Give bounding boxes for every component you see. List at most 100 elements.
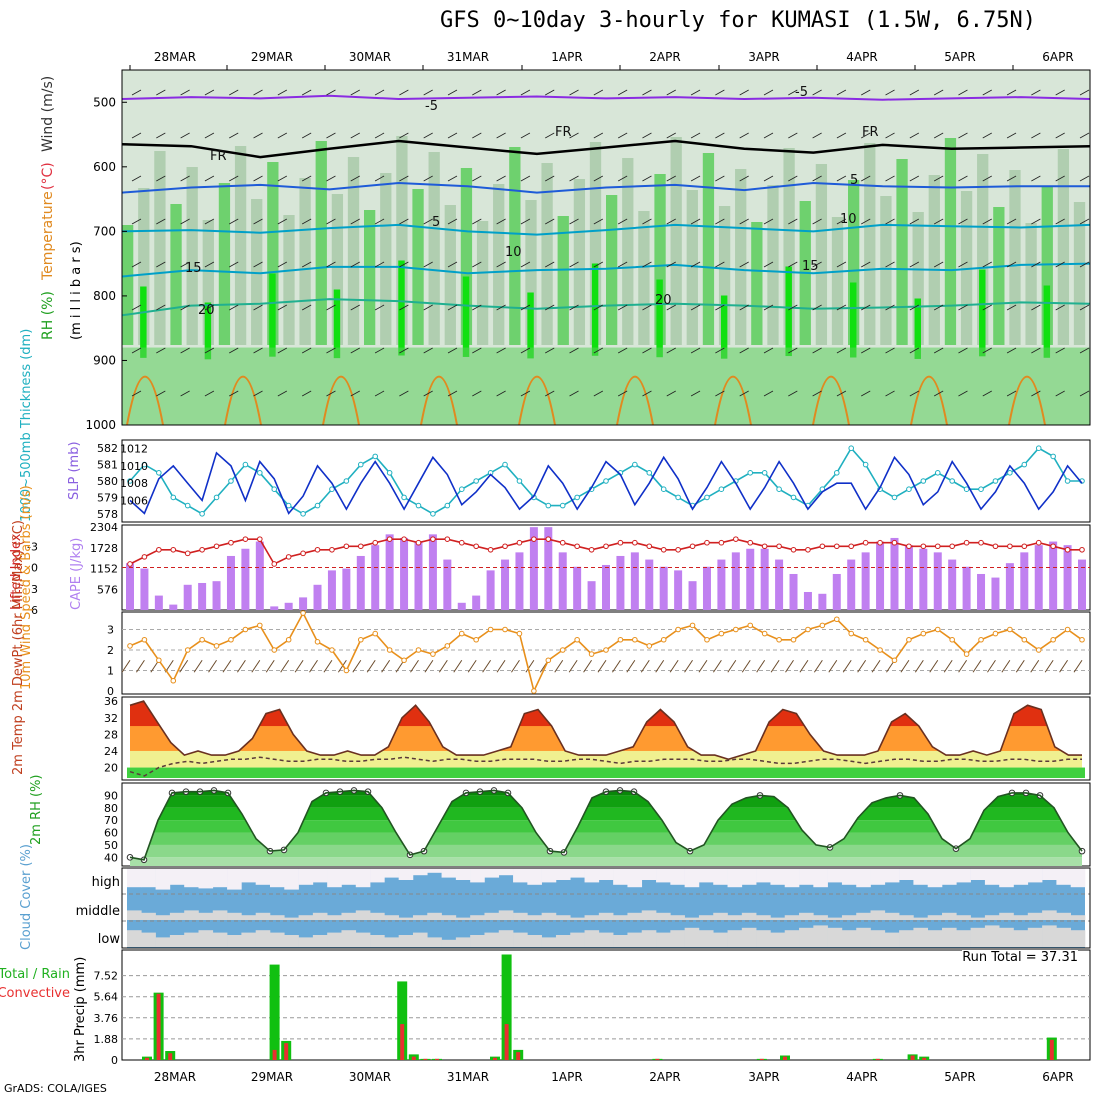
wind-speed-line-marker [992,630,999,637]
wind-barb [180,89,190,96]
wind-barb [958,89,968,96]
cloud-cell [684,917,700,920]
wind-barb [690,132,701,139]
wind-barb [788,218,798,225]
wind-barb-10m [640,659,650,673]
wind-barb [1006,304,1017,311]
wind-barb [569,261,579,268]
isotherm-line [121,181,1090,194]
wind-barb-10m [972,659,982,673]
wind-barb [690,175,701,182]
wind-barb [301,175,312,182]
wind-barb [204,261,215,268]
lifted-index-line-marker [257,536,263,542]
wind-barb [520,89,531,96]
wind-barb [666,218,676,225]
cloud-cell [956,868,971,883]
isotherm-25 [126,375,164,426]
cloud-cell [570,868,585,878]
wind-barb [472,132,482,139]
rh-column [202,220,214,345]
cloud-cell [727,868,743,888]
wind-barb [642,390,652,397]
cloud-cell [527,935,542,947]
rh-column [315,141,327,345]
wind-speed-line-marker [805,626,811,633]
wind-speed-line-marker [1007,626,1013,633]
wind-barb [1055,89,1065,96]
wind-speed-line-marker [184,647,191,653]
cloud-cell [784,930,800,947]
wind-barb [666,132,676,139]
wind-barb [253,218,263,225]
lifted-index-line-marker [415,539,422,546]
lifted-index-line-marker [689,543,696,550]
wind-barb [690,261,701,268]
cloud-cell [284,917,299,920]
panel-frame [121,867,1091,949]
precip-conv-bar [272,1049,277,1060]
cloud-cell [770,868,786,885]
cloud-cell [613,868,628,885]
cloud-cell [198,912,214,920]
lifted-index-line-marker [156,546,162,553]
cloud-cell [741,912,757,920]
cloud-cell [184,868,199,888]
cloud-cell [269,932,285,947]
precip-conv-bar [435,1058,439,1060]
thickness-line-marker [329,486,335,493]
wind-barb [350,132,360,139]
cape-bar [443,559,452,610]
cloud-cell [756,930,771,947]
wind-barb [447,347,458,354]
cloud-cell [841,930,857,947]
precip-conv-bar [922,1057,927,1060]
wind-barb [374,175,385,182]
wind-speed-line-marker [603,647,609,653]
wind-barb-10m [352,659,362,673]
wind-barb [496,304,506,311]
rh-column [1057,149,1070,345]
cloud-cell [727,915,743,920]
thickness-line-marker [357,461,364,468]
thickness-line-marker [444,502,451,509]
wind-barb [180,347,190,354]
wind-speed-line-marker [1079,636,1085,643]
cape-bar [299,597,308,610]
rh-column [234,146,247,345]
wind-barb [277,132,288,139]
rh-column [218,183,231,345]
precip-conv-bar [875,1058,880,1060]
wind-barb [836,89,847,96]
wind-barb [933,218,944,225]
cloud-cell [441,915,457,920]
cloud-cell [555,935,571,947]
wind-barb [642,175,652,182]
wind-tick: 2 [107,644,114,657]
wind-barb [982,261,992,268]
wind-barb [277,218,288,225]
wind-barb [885,89,895,96]
precip-run-total: Run Total = 37.31 [962,950,1078,965]
wind-barb [982,218,992,225]
cloud-cell [841,915,857,920]
cloud-cell [370,868,385,883]
cape-bar [1049,541,1058,610]
wind-barb [301,218,312,225]
wind-barb [958,261,968,268]
cape-bar [226,555,235,610]
cloud-cell [341,930,357,947]
wind-barb [1006,390,1017,397]
wind-barb [326,89,336,96]
wind-barb [861,261,871,268]
wind-barb [374,390,385,397]
thickness-line-marker [415,502,422,509]
thickness-line-marker [300,511,306,517]
cloud-cell [455,868,471,880]
wind-barb [520,132,531,139]
cloud-cell [169,868,185,885]
thickness-line-marker [170,494,177,501]
cloud-cell [441,868,457,878]
cloud-cell [927,868,943,888]
cloud-cell [555,915,571,920]
